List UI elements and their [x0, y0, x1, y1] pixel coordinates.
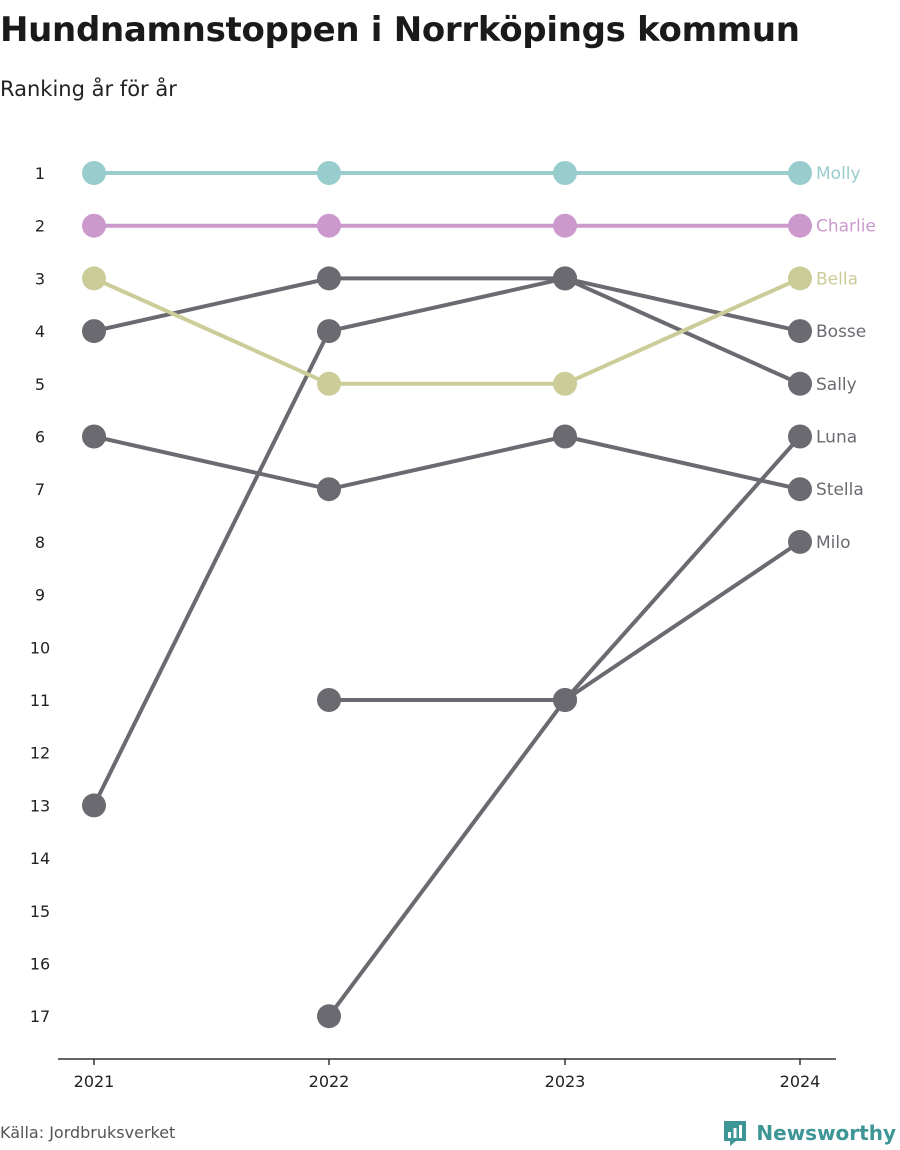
data-point-bosse — [317, 266, 341, 291]
y-tick-label: 11 — [30, 691, 50, 710]
y-tick-label: 4 — [35, 322, 45, 341]
data-point-bosse — [788, 319, 812, 344]
data-point-milo — [788, 529, 812, 554]
data-point-stella — [317, 477, 341, 502]
x-tick-label: 2021 — [74, 1072, 115, 1091]
series-line-bella — [92, 276, 802, 386]
data-point-charlie — [317, 213, 341, 238]
series-line-stella — [92, 434, 802, 492]
data-point-bella — [317, 371, 341, 396]
series-line-milo — [327, 539, 802, 702]
data-point-charlie — [788, 213, 812, 238]
y-tick-label: 2 — [35, 217, 45, 236]
source-note: Källa: Jordbruksverket — [0, 1123, 176, 1142]
series-label-sally: Sally — [816, 375, 857, 395]
chart-title: Hundnamnstoppen i Norrköpings kommun — [0, 10, 800, 50]
y-tick-label: 17 — [30, 1007, 50, 1026]
x-tick-label: 2022 — [309, 1072, 350, 1091]
series-label-charlie: Charlie — [816, 217, 876, 237]
brand[interactable]: Newsworthy — [722, 1119, 896, 1147]
data-point-milo — [317, 688, 341, 712]
series-line-sally — [92, 276, 802, 808]
y-tick-label: 8 — [35, 533, 45, 552]
data-point-milo — [553, 688, 577, 712]
data-point-molly — [553, 161, 577, 185]
series-label-milo: Milo — [816, 533, 851, 553]
data-point-stella — [82, 424, 106, 449]
data-point-bella — [788, 266, 812, 291]
series-label-bosse: Bosse — [816, 322, 866, 342]
y-tick-label: 5 — [35, 375, 45, 394]
y-tick-label: 3 — [35, 269, 45, 288]
y-tick-label: 14 — [30, 849, 50, 868]
data-point-stella — [553, 424, 577, 449]
data-point-stella — [788, 477, 812, 502]
y-tick-label: 12 — [30, 744, 50, 763]
series-label-luna: Luna — [816, 428, 857, 448]
data-point-bella — [553, 371, 577, 396]
y-tick-label: 15 — [30, 902, 50, 921]
data-point-sally — [553, 266, 577, 291]
x-tick-label: 2023 — [545, 1072, 586, 1091]
y-tick-label: 16 — [30, 955, 50, 974]
y-tick-label: 1 — [35, 164, 45, 183]
chart-subtitle: Ranking år för år — [0, 77, 177, 101]
y-tick-label: 6 — [35, 428, 45, 447]
y-tick-label: 13 — [30, 796, 50, 815]
series-label-molly: Molly — [816, 164, 861, 184]
data-point-luna — [788, 424, 812, 449]
series-label-stella: Stella — [816, 480, 864, 500]
x-tick-label: 2024 — [780, 1072, 821, 1091]
data-point-bosse — [82, 319, 106, 344]
data-point-sally — [788, 371, 812, 396]
data-point-molly — [82, 161, 106, 185]
data-point-luna — [317, 1004, 341, 1029]
data-point-bella — [82, 266, 106, 291]
data-point-sally — [82, 793, 106, 818]
data-point-molly — [317, 161, 341, 185]
data-point-sally — [317, 319, 341, 344]
series-line-bosse — [92, 276, 802, 334]
series-label-bella: Bella — [816, 269, 858, 289]
y-tick-label: 7 — [35, 480, 45, 499]
data-point-molly — [788, 161, 812, 185]
data-point-charlie — [553, 213, 577, 238]
newsworthy-logo-icon — [724, 1121, 747, 1146]
y-tick-label: 9 — [35, 586, 45, 605]
data-point-charlie — [82, 213, 106, 238]
brand-name: Newsworthy — [756, 1121, 896, 1145]
series-line-luna — [327, 434, 802, 1019]
y-tick-label: 10 — [30, 638, 50, 657]
